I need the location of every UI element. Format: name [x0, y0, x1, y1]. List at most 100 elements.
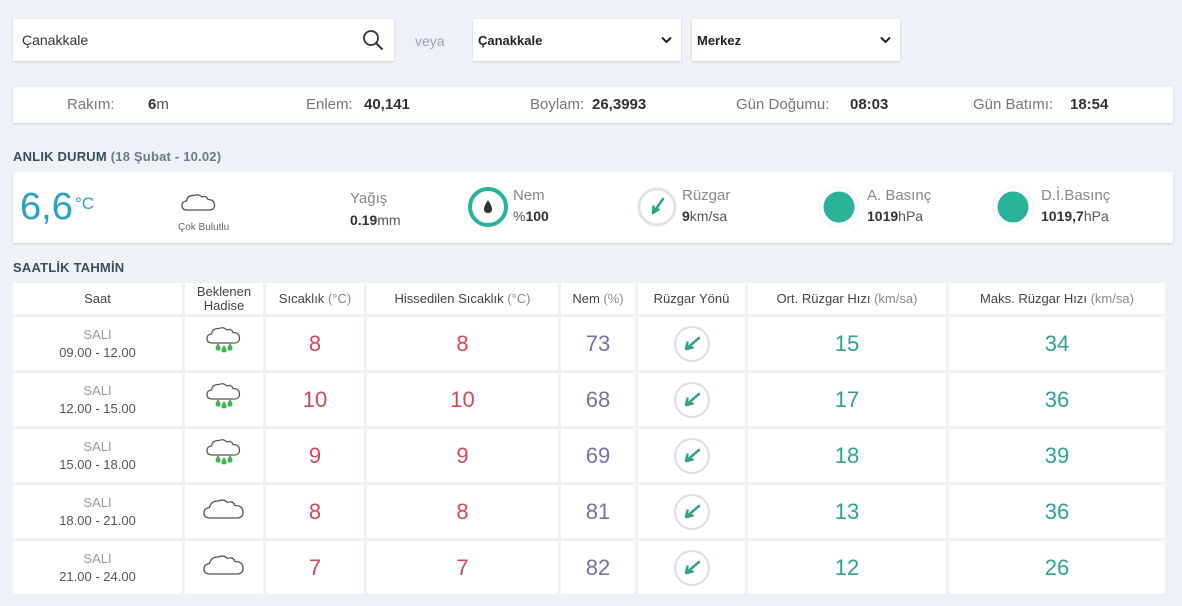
- forecast-temp: 10: [266, 373, 364, 426]
- cloud-icon: [203, 555, 244, 575]
- header-time: Saat: [13, 283, 182, 314]
- forecast-feels: 10: [367, 373, 558, 426]
- forecast-temp: 9: [266, 429, 364, 482]
- header-wind-dir: Rüzgar Yönü: [638, 283, 745, 314]
- sunset-value: 18:54: [1070, 96, 1109, 113]
- district-selected-value: Merkez: [697, 32, 742, 48]
- location-search-box[interactable]: [13, 19, 394, 61]
- forecast-row: SALI 15.00 - 18.00 9 9 69 18 39: [13, 429, 1165, 482]
- longitude-label: Boylam:: [530, 96, 585, 113]
- wind-value: 9km/sa: [682, 208, 728, 224]
- forecast-body: SALI 09.00 - 12.00 8 8 73 15 34 SALI 12.00 - 15.…: [13, 317, 1165, 594]
- forecast-temp: 8: [266, 485, 364, 538]
- forecast-wind-dir-cell: [638, 429, 745, 482]
- latitude-label: Enlem:: [306, 96, 353, 113]
- forecast-event-cell: [185, 317, 263, 370]
- wind-direction-icon: [637, 187, 677, 227]
- forecast-day: SALI: [83, 326, 112, 342]
- forecast-time-range: 21.00 - 24.00: [59, 568, 136, 584]
- latitude-value: 40,141: [364, 96, 410, 113]
- sea-level-pressure-icon: [992, 186, 1034, 228]
- forecast-wind-avg: 12: [748, 541, 946, 594]
- forecast-humidity: 68: [561, 373, 635, 426]
- chevron-down-icon: [661, 36, 672, 44]
- forecast-humidity: 69: [561, 429, 635, 482]
- pressure-label: A. Basınç: [867, 187, 932, 204]
- forecast-wind-dir-cell: [638, 541, 745, 594]
- wind-direction-arrow-icon: [673, 549, 710, 586]
- sea-pressure-label: D.İ.Basınç: [1041, 187, 1111, 204]
- or-label: veya: [415, 33, 445, 49]
- pressure-value: 1019hPa: [867, 208, 924, 224]
- forecast-event-cell: [185, 373, 263, 426]
- cloud-icon: [181, 194, 216, 211]
- search-icon[interactable]: [362, 29, 384, 51]
- forecast-time-cell: SALI 15.00 - 18.00: [13, 429, 182, 482]
- current-section-title: ANLIK DURUM (18 Şubat - 10.02): [13, 149, 222, 164]
- header-temp: Sıcaklık (°C): [266, 283, 364, 314]
- forecast-feels: 8: [367, 317, 558, 370]
- hourly-forecast-table: Saat Beklenen Hadise Sıcaklık (°C) Hisse…: [10, 280, 1168, 597]
- forecast-day: SALI: [83, 550, 112, 566]
- forecast-time-cell: SALI 09.00 - 12.00: [13, 317, 182, 370]
- current-conditions-panel: 6,6 °C Çok Bulutlu Yağış 0.19mm Nem %100…: [13, 172, 1173, 243]
- forecast-time-cell: SALI 12.00 - 15.00: [13, 373, 182, 426]
- wind-direction-arrow-icon: [673, 325, 710, 362]
- province-selected-value: Çanakkale: [478, 32, 543, 48]
- sea-pressure-value: 1019,7hPa: [1041, 208, 1109, 224]
- forecast-row: SALI 12.00 - 15.00 10 10 68 17 36: [13, 373, 1165, 426]
- forecast-event-cell: [185, 485, 263, 538]
- district-select[interactable]: Merkez: [692, 19, 900, 61]
- forecast-humidity: 73: [561, 317, 635, 370]
- forecast-wind-max: 34: [949, 317, 1165, 370]
- forecast-row: SALI 21.00 - 24.00 7 7 82 12 26: [13, 541, 1165, 594]
- forecast-wind-max: 26: [949, 541, 1165, 594]
- forecast-header-row: Saat Beklenen Hadise Sıcaklık (°C) Hisse…: [13, 283, 1165, 314]
- humidity-drop-icon: [468, 187, 508, 227]
- wind-direction-arrow-icon: [673, 437, 710, 474]
- precipitation-label: Yağış: [350, 190, 388, 207]
- header-humidity: Nem (%): [561, 283, 635, 314]
- header-wind-avg: Ort. Rüzgar Hızı (km/sa): [748, 283, 946, 314]
- forecast-time-range: 15.00 - 18.00: [59, 456, 136, 472]
- cloud-icon: [203, 499, 244, 519]
- forecast-day: SALI: [83, 438, 112, 454]
- forecast-wind-max: 36: [949, 373, 1165, 426]
- search-input[interactable]: [22, 32, 362, 48]
- current-temperature: 6,6: [20, 186, 73, 228]
- forecast-wind-dir-cell: [638, 373, 745, 426]
- forecast-feels: 8: [367, 485, 558, 538]
- forecast-humidity: 82: [561, 541, 635, 594]
- humidity-value: %100: [513, 208, 549, 224]
- sunset-label: Gün Batımı:: [973, 96, 1054, 113]
- forecast-feels: 9: [367, 429, 558, 482]
- header-feels: Hissedilen Sıcaklık (°C): [367, 283, 558, 314]
- sunrise-value: 08:03: [850, 96, 889, 113]
- forecast-time-range: 09.00 - 12.00: [59, 344, 136, 360]
- location-info-bar: Rakım: 6m Enlem: 40,141 Boylam: 26,3993 …: [13, 87, 1173, 123]
- forecast-wind-max: 39: [949, 429, 1165, 482]
- forecast-temp: 8: [266, 317, 364, 370]
- forecast-day: SALI: [83, 494, 112, 510]
- province-select[interactable]: Çanakkale: [473, 19, 681, 61]
- forecast-wind-avg: 13: [748, 485, 946, 538]
- forecast-wind-max: 36: [949, 485, 1165, 538]
- current-condition: Çok Bulutlu: [178, 222, 230, 233]
- precipitation-value: 0.19mm: [350, 212, 401, 228]
- forecast-section-title: SAATLİK TAHMİN: [13, 260, 125, 275]
- pressure-icon: [818, 186, 860, 228]
- header-event: Beklenen Hadise: [185, 283, 263, 314]
- forecast-time-cell: SALI 18.00 - 21.00: [13, 485, 182, 538]
- forecast-time-range: 12.00 - 15.00: [59, 400, 136, 416]
- header-wind-max: Maks. Rüzgar Hızı (km/sa): [949, 283, 1165, 314]
- forecast-row: SALI 18.00 - 21.00 8 8 81 13 36: [13, 485, 1165, 538]
- forecast-feels: 7: [367, 541, 558, 594]
- rain-cloud-icon: [206, 327, 241, 353]
- forecast-day: SALI: [83, 382, 112, 398]
- forecast-wind-avg: 17: [748, 373, 946, 426]
- forecast-event-cell: [185, 541, 263, 594]
- altitude-value: 6m: [148, 96, 169, 113]
- forecast-time-range: 18.00 - 21.00: [59, 512, 136, 528]
- rain-cloud-icon: [206, 383, 241, 409]
- forecast-event-cell: [185, 429, 263, 482]
